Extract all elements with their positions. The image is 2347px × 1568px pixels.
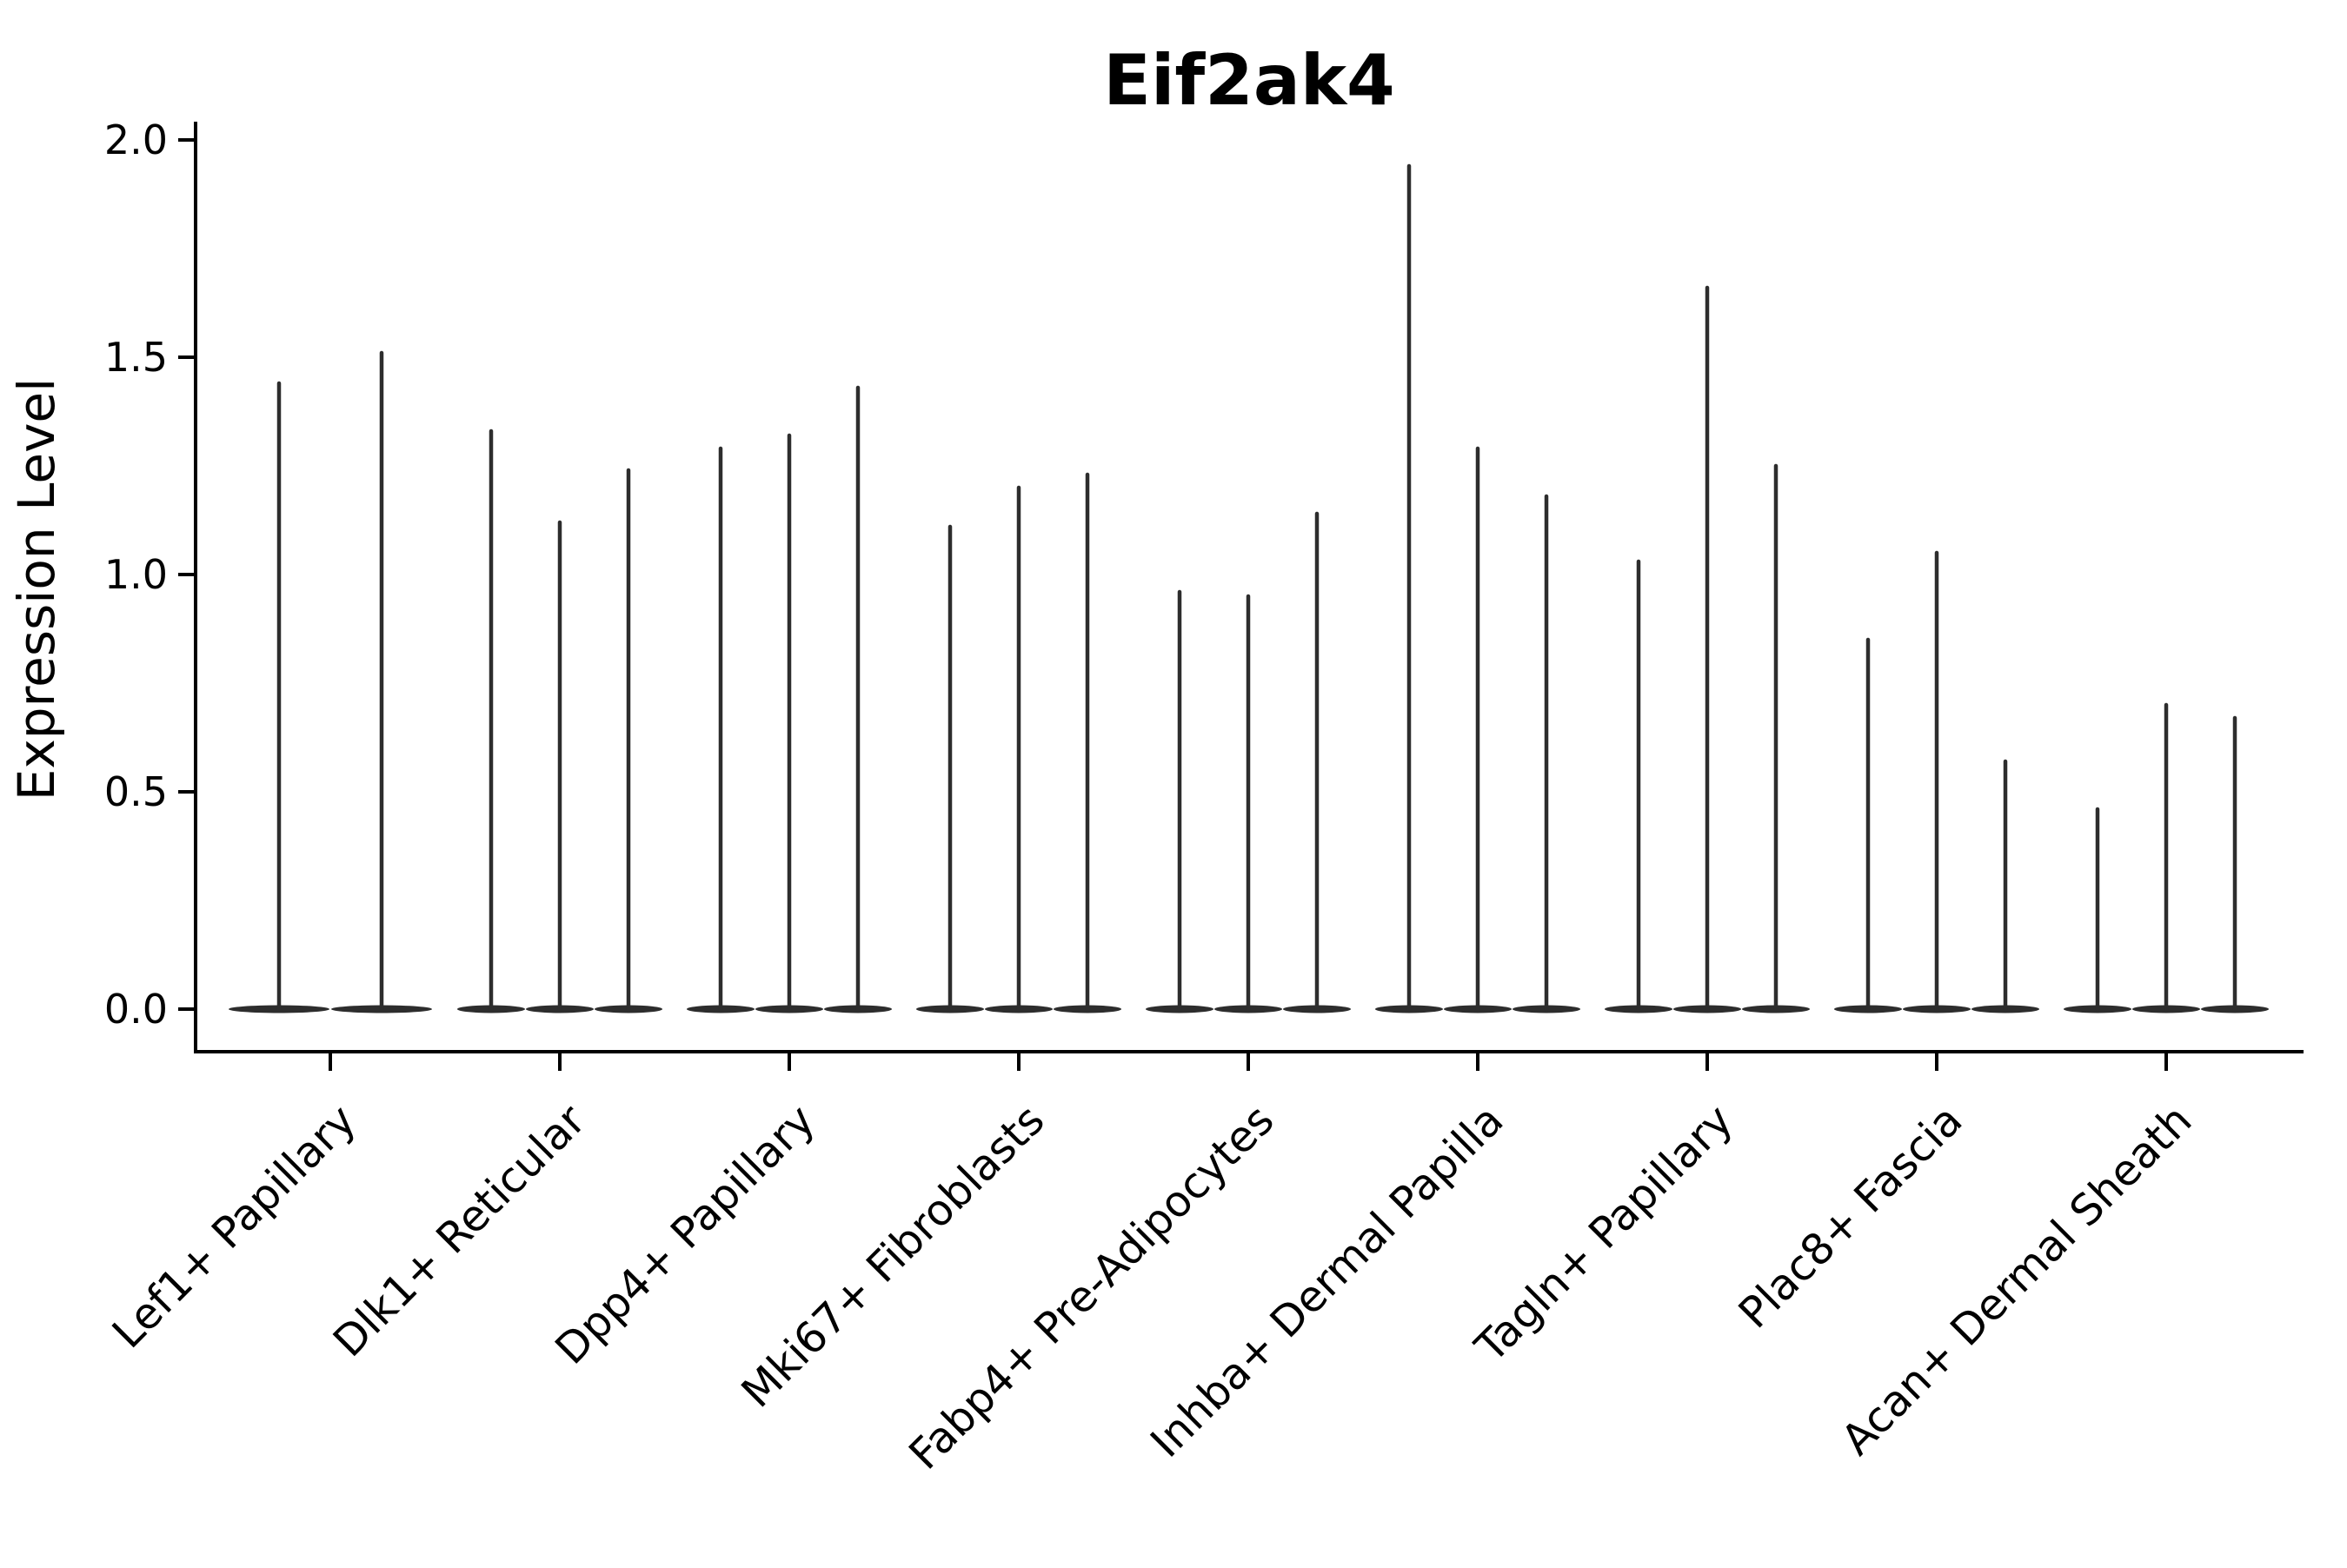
x-tick-label: Tagln+ Papillary: [1466, 1095, 1743, 1372]
violin: [526, 520, 594, 1013]
violin: [1375, 163, 1443, 1013]
violin: [1605, 559, 1672, 1013]
violin: [1214, 594, 1282, 1013]
violin: [457, 429, 525, 1013]
y-tick-label: 2.0: [104, 116, 168, 163]
violins-layer: [229, 163, 2269, 1013]
violin: [1054, 472, 1121, 1013]
y-tick-label: 0.5: [104, 768, 168, 815]
violin: [1513, 494, 1580, 1013]
violin: [2064, 807, 2131, 1013]
x-tick-label: Dlk1+ Reticular: [324, 1095, 596, 1367]
violin: [2201, 715, 2269, 1013]
violin: [1283, 511, 1351, 1013]
violin: [1742, 463, 1810, 1013]
y-tick-label: 1.0: [104, 551, 168, 598]
violin: [595, 468, 662, 1013]
violin: [1673, 285, 1741, 1013]
violin: [1903, 550, 1971, 1013]
violin: [2132, 702, 2200, 1013]
violin: [331, 350, 432, 1013]
violin: [229, 381, 329, 1013]
violin: [985, 485, 1053, 1013]
y-axis-label: Expression Level: [7, 378, 66, 801]
y-tick-label: 1.5: [104, 334, 168, 381]
violin: [824, 385, 892, 1013]
violin: [687, 446, 755, 1013]
violin: [755, 433, 823, 1013]
violin: [1834, 637, 1902, 1013]
violin: [916, 524, 984, 1013]
violin: [1444, 446, 1512, 1013]
violin: [1146, 589, 1213, 1013]
x-tick-label: Lef1+ Papillary: [103, 1095, 365, 1358]
violin: [1971, 759, 2039, 1013]
x-tick-label: Plac8+ Fascia: [1729, 1095, 1971, 1338]
x-tick-label: Fabp4+ Pre-Adipocytes: [900, 1095, 1284, 1479]
plot-title: Eif2ak4: [1103, 40, 1394, 121]
y-tick-label: 0.0: [104, 986, 168, 1033]
